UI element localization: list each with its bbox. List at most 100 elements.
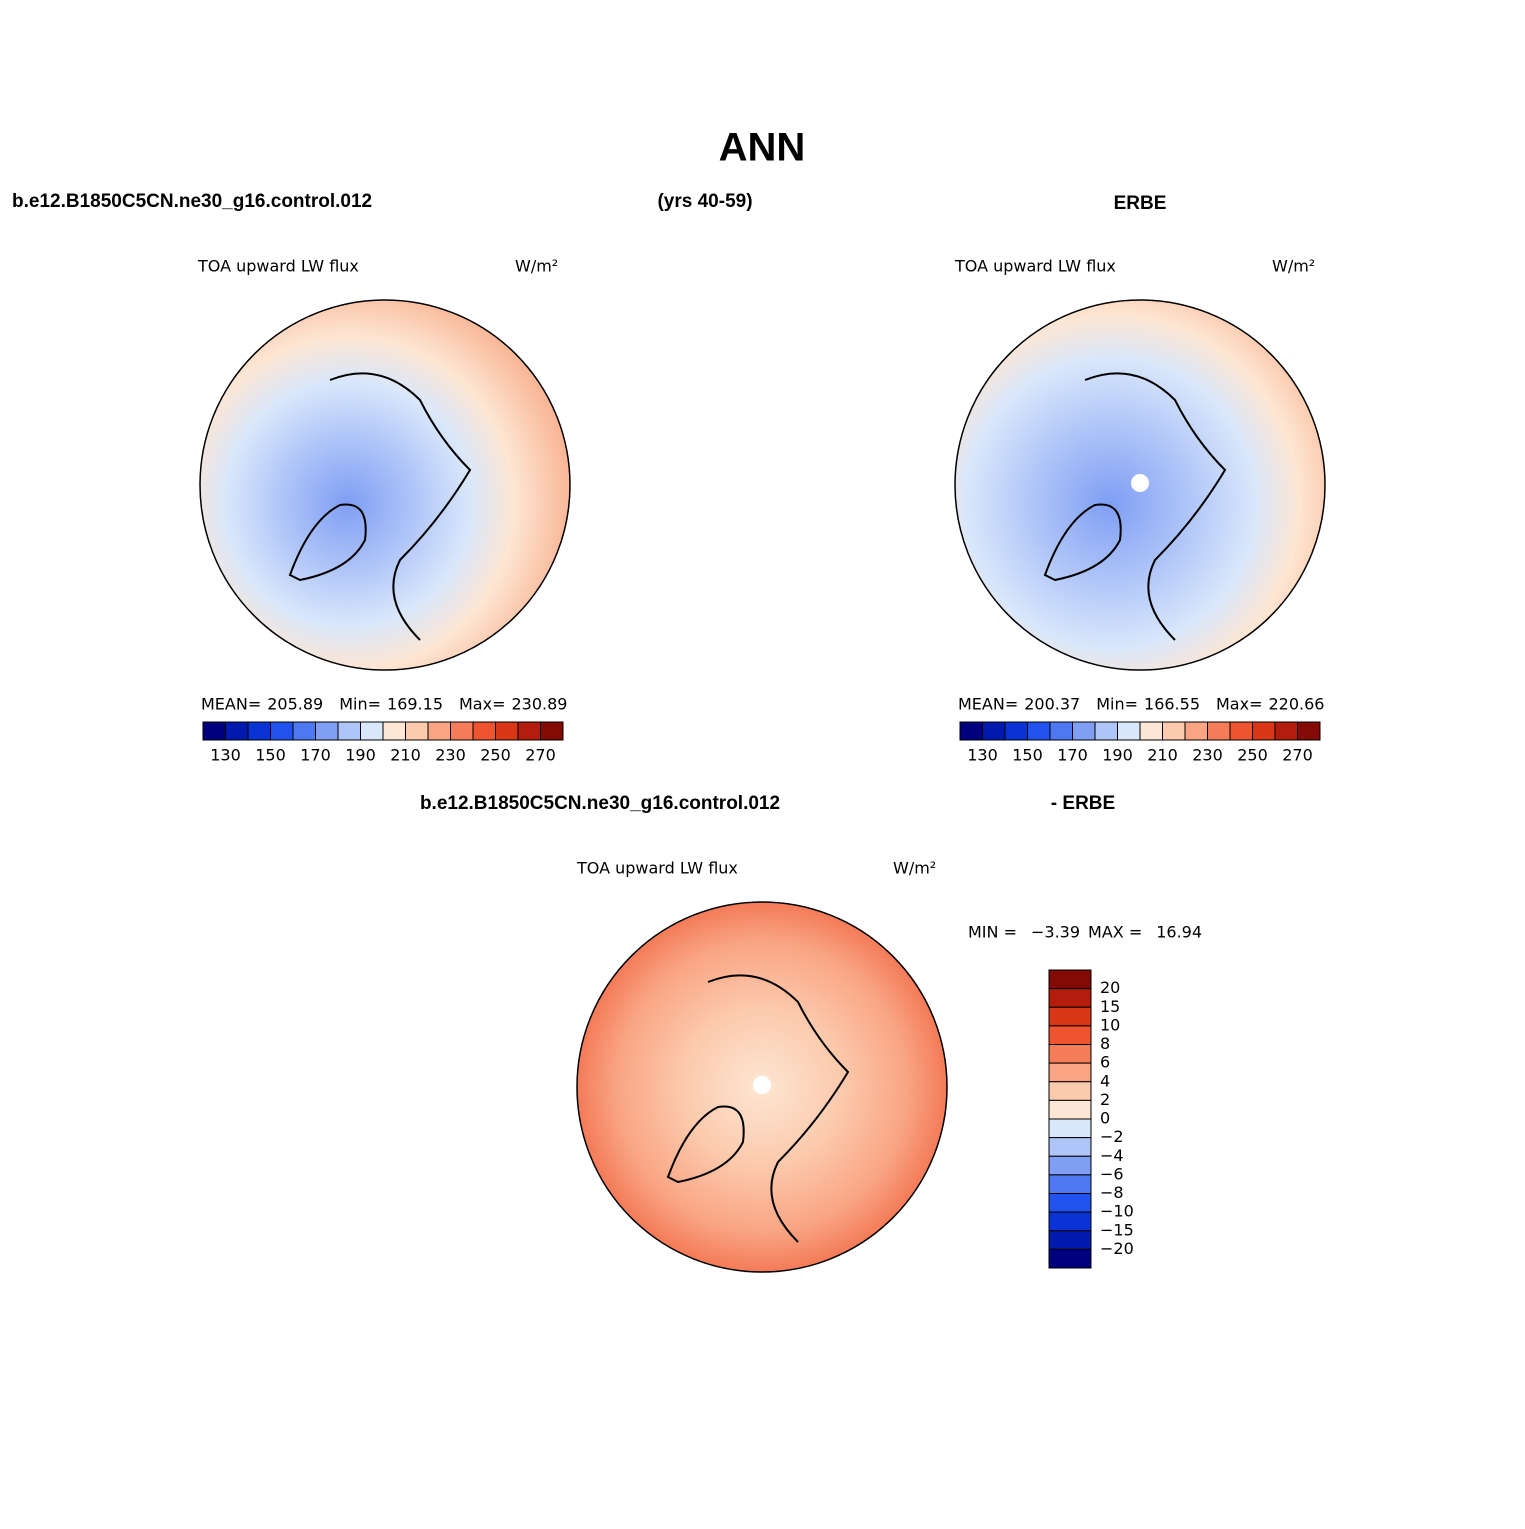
colorbar-box bbox=[1048, 1211, 1092, 1232]
colorbar-box bbox=[1048, 1081, 1092, 1101]
colorbar-label: 150 bbox=[1012, 746, 1043, 765]
colorbar-label: −2 bbox=[1100, 1127, 1124, 1146]
colorbar-label: 170 bbox=[1057, 746, 1088, 765]
stat-value: 230.89 bbox=[511, 695, 567, 714]
stat-value: 16.94 bbox=[1156, 923, 1202, 942]
colorbar-box bbox=[1229, 721, 1253, 741]
stat-label: MIN = bbox=[968, 923, 1017, 942]
stat-label: MEAN= bbox=[201, 695, 261, 714]
colorbar-label: −20 bbox=[1100, 1239, 1134, 1258]
colorbar-label: −4 bbox=[1100, 1146, 1124, 1165]
stat-value: 220.66 bbox=[1268, 695, 1324, 714]
colorbar-box bbox=[292, 721, 316, 741]
colorbar-box bbox=[1048, 1006, 1092, 1027]
colorbar-box bbox=[1094, 721, 1118, 741]
colorbar-label: 130 bbox=[210, 746, 241, 765]
colorbar-box bbox=[382, 721, 406, 741]
colorbar-box bbox=[427, 721, 451, 741]
colorbar-label: 270 bbox=[525, 746, 556, 765]
colorbar-label: 170 bbox=[300, 746, 331, 765]
diff-case: b.e12.B1850C5CN.ne30_g16.control.012 bbox=[420, 793, 780, 814]
colorbar-box bbox=[1048, 1155, 1092, 1176]
colorbar-label: 230 bbox=[1192, 746, 1223, 765]
obs-name: ERBE bbox=[1114, 193, 1167, 214]
stat-label: Min= bbox=[339, 695, 381, 714]
colorbar-box bbox=[1207, 721, 1231, 741]
colorbar-box bbox=[1027, 721, 1051, 741]
colorbar-box bbox=[1252, 721, 1276, 741]
colorbar-box bbox=[472, 721, 496, 741]
colorbar-label: −10 bbox=[1100, 1202, 1134, 1221]
missing-pole bbox=[1131, 474, 1149, 492]
colorbar-box bbox=[517, 721, 541, 741]
stat-value: −3.39 bbox=[1031, 923, 1080, 942]
colorbar-label: 130 bbox=[967, 746, 998, 765]
colorbar-label: 4 bbox=[1100, 1071, 1110, 1090]
colorbar-label: 20 bbox=[1100, 978, 1120, 997]
colorbar-box bbox=[247, 721, 271, 741]
colorbar-box bbox=[270, 721, 294, 741]
colorbar-label: 210 bbox=[1147, 746, 1178, 765]
diff-obs: - ERBE bbox=[1051, 793, 1115, 814]
colorbar-box bbox=[1048, 1248, 1092, 1269]
colorbar-box bbox=[1048, 1025, 1092, 1045]
stat-value: 200.37 bbox=[1024, 695, 1080, 714]
colorbar-box bbox=[982, 721, 1006, 741]
stat-label: Max= bbox=[1216, 695, 1262, 714]
colorbar-box bbox=[1139, 721, 1163, 741]
variable-name: TOA upward LW flux bbox=[576, 859, 738, 878]
case-name: b.e12.B1850C5CN.ne30_g16.control.012 bbox=[12, 191, 372, 212]
stat-label: Min= bbox=[1096, 695, 1138, 714]
stat-label: MAX = bbox=[1088, 923, 1142, 942]
colorbar-box bbox=[1048, 1174, 1092, 1194]
colorbar-box bbox=[202, 721, 226, 741]
years: (yrs 40-59) bbox=[657, 191, 752, 212]
colorbar-box bbox=[1184, 721, 1208, 741]
colorbar-label: 230 bbox=[435, 746, 466, 765]
colorbar-box bbox=[450, 721, 474, 741]
colorbar-label: 15 bbox=[1100, 997, 1120, 1016]
variable-name: TOA upward LW flux bbox=[197, 257, 359, 276]
coastlines bbox=[288, 372, 1227, 1243]
map bbox=[199, 299, 571, 671]
colorbar-box bbox=[1072, 721, 1096, 741]
colorbar-box bbox=[360, 721, 384, 741]
stat-value: 166.55 bbox=[1144, 695, 1200, 714]
colorbar-label: 10 bbox=[1100, 1015, 1120, 1034]
colorbar-label: 270 bbox=[1282, 746, 1313, 765]
colorbar-label: 190 bbox=[1102, 746, 1133, 765]
colorbar-box bbox=[1048, 1193, 1092, 1213]
colorbar-label: −15 bbox=[1100, 1220, 1134, 1239]
units: W/m² bbox=[515, 257, 558, 276]
colorbar-box bbox=[1117, 721, 1141, 741]
colorbar-box bbox=[405, 721, 429, 741]
colorbar-label: −8 bbox=[1100, 1183, 1124, 1202]
colorbar-label: −6 bbox=[1100, 1164, 1124, 1183]
colorbar-box bbox=[1048, 969, 1092, 990]
stat-value: 205.89 bbox=[267, 695, 323, 714]
colorbar-box bbox=[1048, 1062, 1092, 1083]
colorbar-box bbox=[1049, 721, 1073, 741]
colorbar-box bbox=[1048, 1137, 1092, 1157]
units: W/m² bbox=[1272, 257, 1315, 276]
colorbar-box bbox=[959, 721, 983, 741]
stat-label: Max= bbox=[459, 695, 505, 714]
colorbar-label: 250 bbox=[1237, 746, 1268, 765]
colorbar-label: 2 bbox=[1100, 1090, 1110, 1109]
colorbar-box bbox=[1297, 721, 1321, 741]
stat-value: 169.15 bbox=[387, 695, 443, 714]
variable-name: TOA upward LW flux bbox=[954, 257, 1116, 276]
colorbar-label: 0 bbox=[1100, 1109, 1110, 1128]
missing-pole bbox=[753, 1076, 771, 1094]
colorbar-box bbox=[315, 721, 339, 741]
colorbar-box bbox=[225, 721, 249, 741]
colorbar-box bbox=[1048, 1118, 1092, 1139]
colorbar-box bbox=[1048, 1099, 1092, 1120]
colorbar-box bbox=[1004, 721, 1028, 741]
colorbar-label: 190 bbox=[345, 746, 376, 765]
colorbar-box bbox=[540, 721, 564, 741]
colorbar-label: 250 bbox=[480, 746, 511, 765]
colorbar-box bbox=[1162, 721, 1186, 741]
colorbar-label: 6 bbox=[1100, 1053, 1110, 1072]
